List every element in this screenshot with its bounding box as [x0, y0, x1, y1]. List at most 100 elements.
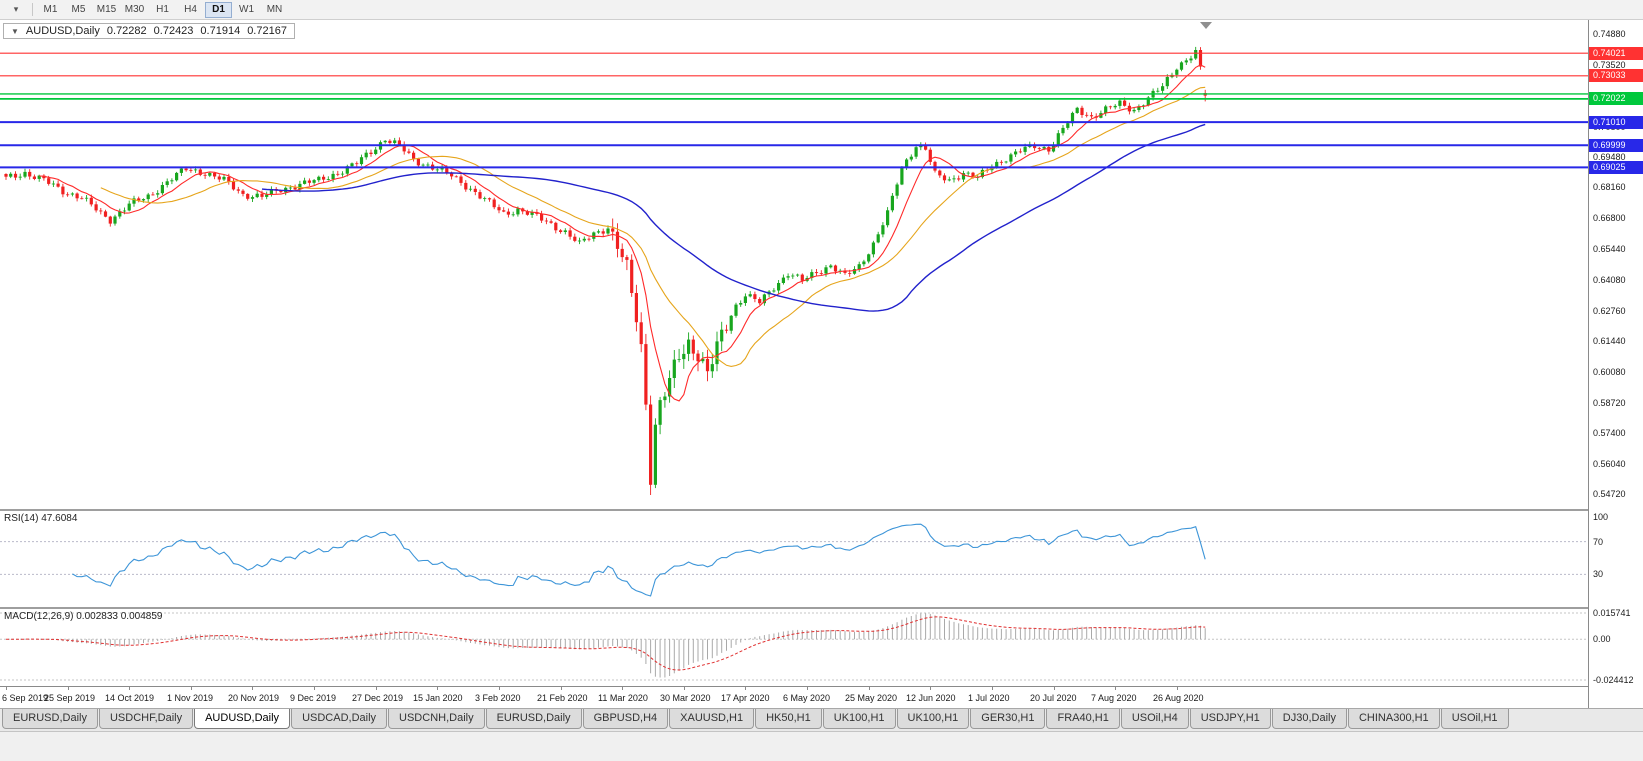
date-axis-label: 20 Jul 2020 — [1030, 693, 1077, 703]
chart-tab-usdchf-daily-1[interactable]: USDCHF,Daily — [98, 709, 194, 729]
chart-tab-usoil-h4-13[interactable]: USOil,H4 — [1120, 709, 1189, 729]
timeframe-button-d1[interactable]: D1 — [205, 1, 232, 18]
timeframe-button-m1[interactable]: M1 — [37, 2, 64, 18]
chart-tab-ger30-h1-11[interactable]: GER30,H1 — [970, 709, 1046, 729]
date-axis-tick — [869, 687, 870, 690]
date-axis-label: 15 Jan 2020 — [413, 693, 463, 703]
price-chart-pane[interactable]: ▼ AUDUSD,Daily 0.72282 0.72423 0.71914 0… — [0, 20, 1588, 509]
date-axis-label: 27 Dec 2019 — [352, 693, 404, 703]
chart-open-value: 0.72282 — [106, 25, 147, 37]
chart-low-value: 0.71914 — [200, 25, 241, 37]
date-axis-tick — [930, 687, 931, 690]
price-axis-tick: 0.73520 — [1593, 59, 1626, 70]
chart-tab-gbpusd-h4-6[interactable]: GBPUSD,H4 — [582, 709, 669, 729]
date-axis-tick — [684, 687, 685, 690]
chart-tab-bar: EURUSD,Daily USDCHF,Daily AUDUSD,Daily USDC… — [0, 708, 1643, 731]
macd-canvas[interactable] — [0, 609, 1588, 686]
pane-splitter[interactable] — [0, 509, 1643, 511]
price-axis-tick: 0.74880 — [1593, 28, 1626, 39]
timeframe-button-m30[interactable]: M30 — [121, 2, 148, 18]
chart-high-value: 0.72423 — [153, 25, 194, 37]
price-axis-tick: 0.57400 — [1593, 428, 1626, 439]
price-axis-tick: 0.60080 — [1593, 366, 1626, 377]
timeframe-buttons-group: M1 M5 M15 M30 H1 H4 D1 W1 MN — [37, 1, 288, 18]
date-axis-label: 3 Feb 2020 — [475, 693, 521, 703]
chart-tab-eurusd-daily-0[interactable]: EURUSD,Daily — [2, 709, 98, 729]
date-axis-label: 6 May 2020 — [783, 693, 831, 703]
timeframe-button-w1[interactable]: W1 — [233, 2, 260, 18]
chart-tab-eurusd-daily-5[interactable]: EURUSD,Daily — [485, 709, 582, 729]
chart-region: ▼ AUDUSD,Daily 0.72282 0.72423 0.71914 0… — [0, 20, 1643, 708]
chart-tab-fra40-h1-12[interactable]: FRA40,H1 — [1046, 709, 1120, 729]
rsi-axis-tick: 100 — [1593, 512, 1609, 522]
date-axis-label: 25 Sep 2019 — [44, 693, 96, 703]
price-axis-tick: 0.66800 — [1593, 213, 1626, 224]
price-axis-tick: 0.69480 — [1593, 152, 1626, 163]
price-axis-tick: 0.65440 — [1593, 244, 1626, 255]
collapse-arrow-icon[interactable]: ▼ — [11, 26, 19, 36]
date-axis-label: 21 Feb 2020 — [537, 693, 588, 703]
status-bar — [0, 731, 1643, 761]
price-level-badge: 0.69025 — [1589, 160, 1643, 174]
date-axis-label: 12 Jun 2020 — [906, 693, 956, 703]
rsi-axis-tick: 30 — [1593, 569, 1604, 580]
price-axis-tick: 0.64080 — [1593, 275, 1626, 286]
chart-tab-hk50-h1-8[interactable]: HK50,H1 — [755, 709, 822, 729]
chart-tab-usdcnh-daily-4[interactable]: USDCNH,Daily — [388, 709, 485, 729]
date-axis-tick — [622, 687, 623, 690]
date-axis-tick — [561, 687, 562, 690]
date-axis-label: 25 May 2020 — [845, 693, 898, 703]
chart-tab-usdcad-daily-3[interactable]: USDCAD,Daily — [291, 709, 388, 729]
rsi-indicator-pane[interactable]: RSI(14) 47.6084 — [0, 511, 1588, 607]
chart-tab-uk100-h1-9[interactable]: UK100,H1 — [822, 709, 896, 729]
chart-tab-xauusd-h1-7[interactable]: XAUUSD,H1 — [669, 709, 755, 729]
price-level-badge: 0.69999 — [1589, 138, 1643, 152]
date-axis-tick — [191, 687, 192, 690]
date-axis-label: 26 Aug 2020 — [1153, 693, 1204, 703]
rsi-canvas[interactable] — [0, 511, 1588, 607]
macd-axis-tick: 0.015741 — [1593, 608, 1631, 618]
price-axis-tick: 0.68160 — [1593, 182, 1626, 193]
date-axis-label: 11 Mar 2020 — [598, 693, 648, 703]
macd-axis-tick: 0.00 — [1593, 634, 1611, 645]
date-axis-tick — [1177, 687, 1178, 690]
chart-tab-audusd-daily-2[interactable]: AUDUSD,Daily — [194, 709, 291, 729]
timeframe-button-h4[interactable]: H4 — [177, 2, 204, 18]
chart-tab-china300-h1-16[interactable]: CHINA300,H1 — [1347, 709, 1440, 729]
price-axis-tick: 0.58720 — [1593, 397, 1626, 408]
date-axis-tick — [376, 687, 377, 690]
chart-close-value: 0.72167 — [247, 25, 287, 37]
macd-indicator-pane[interactable]: MACD(12,26,9) 0.002833 0.004859 — [0, 609, 1588, 686]
date-axis-tick — [992, 687, 993, 690]
date-axis-tick — [6, 687, 7, 690]
date-axis-label: 30 Mar 2020 — [660, 693, 711, 703]
date-axis-tick — [129, 687, 130, 690]
timeframe-button-m15[interactable]: M15 — [93, 2, 120, 18]
dropdown-caret-icon: ▾ — [13, 4, 19, 14]
chart-tab-usoil-h1-17[interactable]: USOil,H1 — [1440, 709, 1509, 729]
price-axis-tick: 0.62760 — [1593, 305, 1626, 316]
chart-shift-marker[interactable] — [1200, 22, 1212, 29]
chart-tab-usdjpy-h1-14[interactable]: USDJPY,H1 — [1189, 709, 1271, 729]
date-axis-label: 9 Dec 2019 — [290, 693, 337, 703]
date-axis-label: 20 Nov 2019 — [228, 693, 280, 703]
date-axis-tick — [1115, 687, 1116, 690]
macd-label: MACD(12,26,9) 0.002833 0.004859 — [4, 611, 163, 622]
chart-tab-uk100-h1-10[interactable]: UK100,H1 — [896, 709, 970, 729]
date-axis-label: 7 Aug 2020 — [1091, 693, 1137, 703]
chart-menu-button[interactable]: ▾ — [4, 2, 28, 18]
timeframe-button-h1[interactable]: H1 — [149, 2, 176, 18]
date-axis-tick — [437, 687, 438, 690]
price-axis-tick: 0.56040 — [1593, 459, 1626, 470]
pane-splitter[interactable] — [0, 607, 1643, 609]
date-axis-tick — [807, 687, 808, 690]
price-level-badge: 0.72022 — [1589, 92, 1643, 106]
timeframe-button-m5[interactable]: M5 — [65, 2, 92, 18]
date-axis-label: 17 Apr 2020 — [721, 693, 770, 703]
candlestick-canvas[interactable] — [0, 20, 1588, 509]
timeframe-button-mn[interactable]: MN — [261, 2, 288, 18]
macd-axis-tick: -0.024412 — [1593, 675, 1634, 685]
date-axis-label: 6 Sep 2019 — [2, 693, 49, 703]
date-axis-tick — [68, 687, 69, 690]
chart-tab-dj30-daily-15[interactable]: DJ30,Daily — [1271, 709, 1347, 729]
